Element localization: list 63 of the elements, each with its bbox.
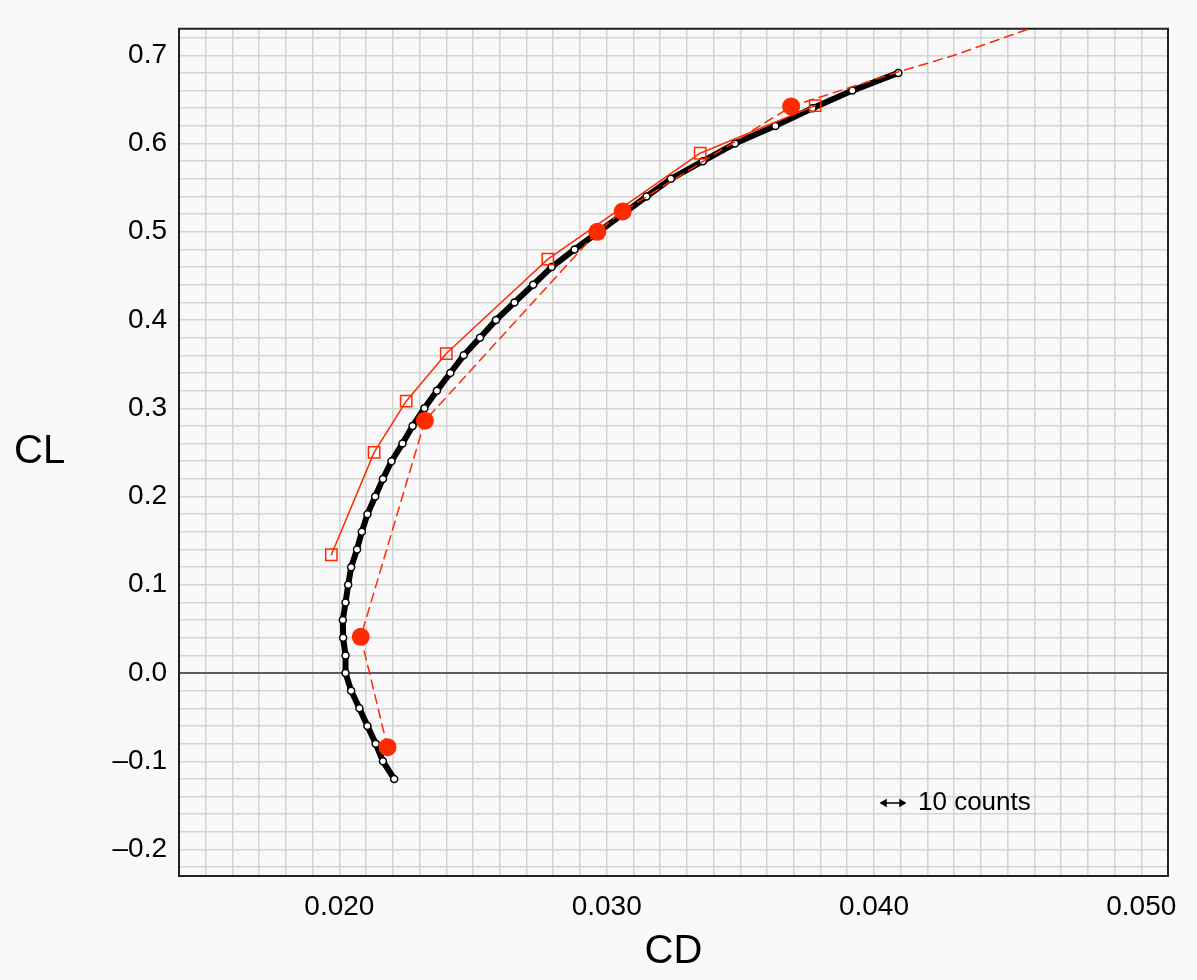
point — [420, 404, 429, 413]
point — [346, 686, 356, 695]
point — [355, 704, 364, 713]
point — [439, 347, 453, 360]
y-tick-label: 0.7 — [128, 37, 167, 69]
y-axis-title: CL — [14, 427, 66, 472]
x-tick-label: 0.040 — [838, 889, 910, 921]
point — [771, 121, 780, 131]
y-tick-label: 0.3 — [128, 390, 167, 422]
point — [475, 333, 485, 342]
point — [343, 580, 353, 590]
point — [415, 411, 434, 430]
point — [808, 99, 822, 112]
x-tick-label: 0.050 — [1106, 889, 1177, 921]
y-tick-label: 0.1 — [128, 567, 167, 599]
point — [378, 474, 388, 484]
point — [387, 456, 396, 466]
point — [363, 509, 372, 519]
point — [642, 192, 651, 201]
point — [389, 774, 399, 784]
y-tick-label: 0.2 — [128, 479, 167, 511]
y-tick-label: 0.5 — [128, 214, 167, 246]
y-tick-label: 0.4 — [128, 302, 167, 334]
point — [341, 668, 350, 678]
point — [346, 562, 356, 572]
x-tick-label: 0.020 — [304, 889, 375, 921]
y-tick-label: 0.0 — [128, 655, 167, 687]
point — [491, 315, 501, 325]
y-tick-label: –0.1 — [112, 743, 167, 775]
point — [398, 439, 407, 448]
point — [357, 527, 367, 537]
point — [510, 298, 519, 307]
point — [446, 368, 455, 378]
annotation: 10 counts — [918, 786, 1031, 817]
point — [541, 252, 555, 266]
y-tick-label: –0.2 — [112, 832, 167, 864]
point — [528, 280, 538, 289]
point — [352, 545, 362, 554]
point — [351, 627, 370, 646]
point — [378, 738, 397, 757]
y-tick-label: 0.6 — [128, 126, 167, 158]
point — [378, 757, 388, 766]
point — [363, 721, 372, 731]
x-tick-label: 0.030 — [571, 889, 642, 921]
point — [570, 245, 579, 254]
point — [341, 598, 350, 607]
x-axis-title: CD — [644, 927, 703, 972]
point — [693, 146, 707, 160]
point — [782, 97, 801, 116]
point — [432, 386, 442, 395]
point — [848, 86, 857, 95]
point — [341, 651, 350, 660]
point — [399, 394, 413, 408]
point — [588, 222, 607, 241]
point — [338, 615, 348, 625]
point — [324, 548, 338, 562]
point — [459, 351, 468, 360]
point — [371, 739, 380, 748]
point — [408, 421, 417, 431]
point — [613, 202, 632, 221]
point — [370, 492, 380, 501]
point — [338, 633, 348, 642]
point — [367, 445, 381, 459]
